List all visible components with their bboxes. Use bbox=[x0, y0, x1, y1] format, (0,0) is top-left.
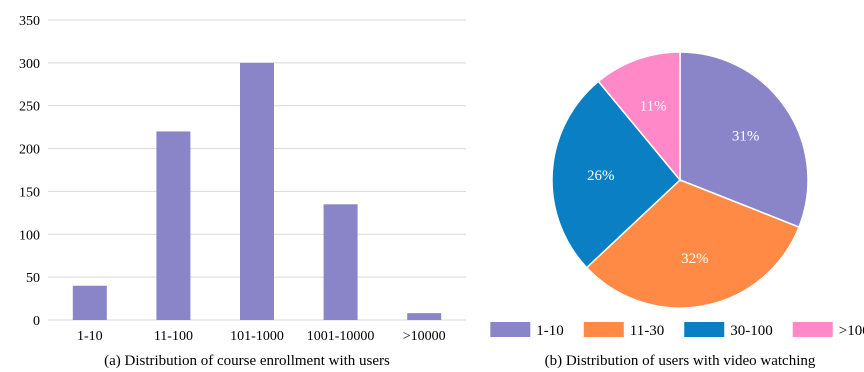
bar-y-tick-labels: 0 50 100 150 200 250 300 350 bbox=[19, 14, 40, 329]
pie-slice bbox=[679, 51, 809, 229]
bar-series bbox=[72, 62, 442, 320]
pie-slices bbox=[551, 51, 809, 309]
legend-swatch bbox=[490, 322, 531, 337]
pie-legend: 1-10 11-30 30-100 >100 bbox=[490, 322, 864, 339]
legend-item: 30-100 bbox=[684, 322, 773, 339]
bar-x-tick-label: 1-10 bbox=[77, 329, 103, 344]
bar-y-tick-label: 300 bbox=[19, 57, 40, 72]
pie-slice-label: 31% bbox=[732, 128, 760, 144]
bar-y-tick-label: 50 bbox=[26, 271, 40, 286]
bar-x-tick-label: >10000 bbox=[403, 329, 446, 344]
pie-slice-labels: 31% 32% 26% 11% bbox=[587, 98, 759, 267]
bar bbox=[323, 204, 358, 320]
legend-item: 11-30 bbox=[583, 322, 664, 339]
bar-y-tick-label: 350 bbox=[19, 14, 40, 29]
legend-swatch bbox=[792, 322, 833, 337]
bar-y-tick-label: 200 bbox=[19, 143, 40, 158]
pie-slice-label: 11% bbox=[640, 98, 667, 114]
legend-swatch bbox=[583, 322, 624, 337]
legend-label: 30-100 bbox=[730, 323, 773, 339]
legend-item: 1-10 bbox=[490, 322, 564, 339]
legend-label: 1-10 bbox=[536, 323, 564, 339]
bar-x-tick-label: 101-1000 bbox=[230, 329, 284, 344]
bar-y-tick-label: 100 bbox=[19, 228, 40, 243]
bar-y-tick-label: 150 bbox=[19, 185, 40, 200]
pie-chart: 31% 32% 26% 11% 1-10 11-30 30-100 >100 bbox=[490, 51, 864, 339]
legend-swatch bbox=[684, 322, 725, 337]
bar-y-tick-label: 250 bbox=[19, 100, 40, 115]
left-caption: (a) Distribution of course enrollment wi… bbox=[104, 353, 390, 369]
bar-x-tick-label: 11-100 bbox=[154, 329, 193, 344]
legend-item: >100 bbox=[792, 322, 864, 339]
legend-label: 11-30 bbox=[630, 323, 664, 339]
bar-x-tick-labels: 1-10 11-100 101-1000 1001-10000 >10000 bbox=[77, 329, 446, 344]
pie-slice bbox=[585, 179, 800, 309]
pie-slice-label: 26% bbox=[587, 168, 615, 184]
bar bbox=[240, 62, 274, 320]
bar-y-tick-label: 0 bbox=[33, 314, 40, 329]
pie-slice bbox=[597, 51, 681, 183]
pie-slice-label: 32% bbox=[681, 251, 709, 267]
bar bbox=[156, 131, 191, 320]
bar bbox=[72, 285, 107, 320]
pie-slice bbox=[551, 80, 682, 269]
bar-chart: 0 50 100 150 200 250 300 350 1-10 11-100 101-1000… bbox=[19, 14, 466, 344]
legend-label: >100 bbox=[839, 323, 864, 339]
right-caption: (b) Distribution of users with video wat… bbox=[545, 353, 816, 369]
bar bbox=[407, 313, 442, 320]
bar-x-tick-label: 1001-10000 bbox=[307, 329, 375, 344]
